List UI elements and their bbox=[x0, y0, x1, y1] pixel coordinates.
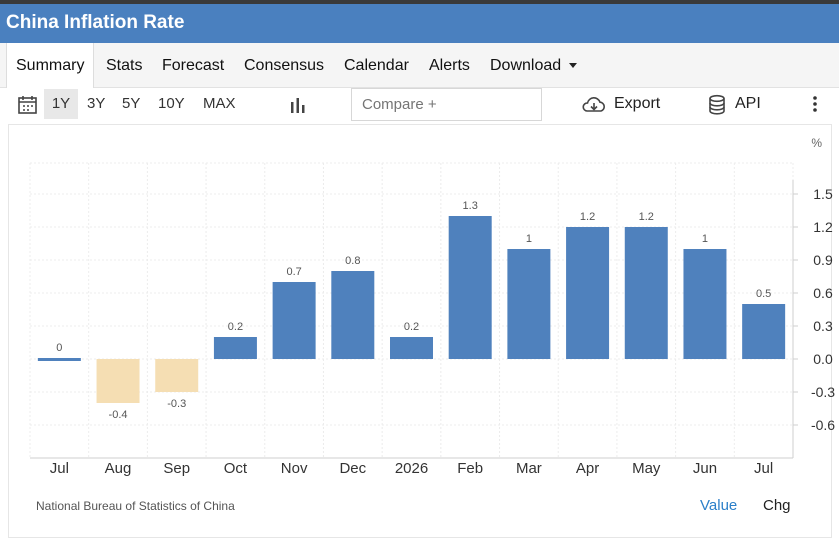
y-tick-label: 0.9 bbox=[813, 252, 833, 268]
x-tick-label: Mar bbox=[516, 460, 542, 477]
tab-bar: Summary Stats Forecast Consensus Calenda… bbox=[0, 43, 839, 88]
top-strip bbox=[0, 0, 839, 4]
chart-panel bbox=[8, 124, 832, 538]
x-tick-label: Apr bbox=[576, 460, 599, 477]
y-tick-label: 0.0 bbox=[813, 351, 833, 367]
y-axis-unit: % bbox=[811, 136, 822, 150]
bar bbox=[213, 337, 257, 359]
data-label: 0 bbox=[56, 342, 62, 354]
x-tick-label: Oct bbox=[224, 460, 248, 477]
tab-alerts[interactable]: Alerts bbox=[429, 57, 470, 74]
range-1y-button[interactable]: 1Y bbox=[44, 89, 78, 119]
database-icon[interactable] bbox=[707, 94, 727, 116]
chg-toggle[interactable]: Chg bbox=[763, 497, 791, 514]
title-bar: China Inflation Rate bbox=[0, 4, 839, 43]
page-title: China Inflation Rate bbox=[6, 12, 185, 33]
range-5y-button[interactable]: 5Y bbox=[122, 95, 141, 112]
data-label: -0.3 bbox=[167, 398, 186, 410]
value-toggle[interactable]: Value bbox=[700, 497, 738, 514]
chart-y-axis: 1.5 1.2 0.9 0.6 0.3 0.0 -0.3 -0.6 bbox=[793, 186, 835, 433]
y-tick-label: 1.2 bbox=[813, 219, 833, 235]
tab-consensus[interactable]: Consensus bbox=[244, 57, 325, 74]
data-label: 0.2 bbox=[404, 321, 419, 333]
export-button[interactable]: Export bbox=[614, 95, 661, 112]
more-vertical-icon[interactable] bbox=[810, 94, 820, 116]
x-tick-label: Jun bbox=[693, 460, 717, 477]
data-label: 1 bbox=[526, 233, 532, 245]
tab-summary[interactable]: Summary bbox=[6, 43, 95, 88]
data-label: 1.2 bbox=[639, 211, 654, 223]
calendar-icon[interactable] bbox=[17, 94, 39, 116]
x-tick-label: Nov bbox=[281, 460, 308, 477]
bar bbox=[390, 337, 433, 359]
tab-stats[interactable]: Stats bbox=[106, 57, 143, 74]
x-tick-label: 2026 bbox=[395, 460, 428, 477]
x-tick-label: Jul bbox=[754, 460, 773, 477]
bar bbox=[331, 271, 375, 359]
tab-download-label: Download bbox=[490, 57, 562, 74]
y-tick-label: 1.5 bbox=[813, 186, 833, 202]
y-tick-label: 0.6 bbox=[813, 285, 833, 301]
bar bbox=[507, 249, 551, 359]
bar-chart-icon[interactable] bbox=[288, 95, 308, 115]
y-tick-label: 0.3 bbox=[813, 318, 833, 334]
tab-forecast[interactable]: Forecast bbox=[162, 57, 225, 74]
api-button[interactable]: API bbox=[735, 95, 761, 112]
data-label: 1 bbox=[702, 233, 708, 245]
range-10y-button[interactable]: 10Y bbox=[158, 95, 185, 112]
chevron-down-icon bbox=[569, 63, 578, 69]
range-3y-button[interactable]: 3Y bbox=[87, 95, 106, 112]
x-tick-label: Dec bbox=[339, 460, 366, 477]
chart-bars bbox=[37, 216, 786, 403]
chart-toolbar: 1Y 3Y 5Y 10Y MAX Export API bbox=[0, 88, 839, 122]
tab-download[interactable]: Download bbox=[490, 43, 578, 88]
chart-x-axis: Jul Aug Sep Oct Nov Dec 2026 Feb Mar Apr May Jun Jul bbox=[50, 460, 773, 477]
chart-grid bbox=[29, 162, 794, 459]
cloud-download-icon[interactable] bbox=[581, 94, 607, 116]
bar bbox=[155, 359, 199, 392]
x-tick-label: Jul bbox=[50, 460, 69, 477]
x-tick-label: Sep bbox=[163, 460, 190, 477]
y-tick-label: -0.3 bbox=[811, 384, 835, 400]
y-tick-label: -0.6 bbox=[811, 417, 835, 433]
chart-data-labels: 0 -0.4 -0.3 0.2 0.7 0.8 0.2 1.3 1 1.2 1.2 1 0.5 bbox=[56, 200, 771, 421]
bar bbox=[566, 227, 610, 359]
source-note: National Bureau of Statistics of China bbox=[36, 499, 235, 513]
bar bbox=[742, 304, 786, 359]
x-tick-label: Feb bbox=[457, 460, 483, 477]
tab-calendar[interactable]: Calendar bbox=[344, 57, 409, 74]
data-label: 1.3 bbox=[463, 200, 478, 212]
data-label: 0.7 bbox=[286, 266, 301, 278]
data-label: 1.2 bbox=[580, 211, 595, 223]
data-label: 0.5 bbox=[756, 288, 771, 300]
compare-input[interactable] bbox=[351, 88, 542, 121]
bar bbox=[96, 359, 140, 403]
x-tick-label: Aug bbox=[105, 460, 132, 477]
data-label: 0.2 bbox=[228, 321, 243, 333]
bar bbox=[683, 249, 727, 359]
bar bbox=[37, 358, 81, 361]
data-label: 0.8 bbox=[345, 255, 360, 267]
x-tick-label: May bbox=[632, 460, 661, 477]
bar bbox=[448, 216, 492, 359]
bar bbox=[624, 227, 668, 359]
bar bbox=[272, 282, 316, 359]
data-label: -0.4 bbox=[109, 409, 128, 421]
range-max-button[interactable]: MAX bbox=[203, 95, 236, 112]
